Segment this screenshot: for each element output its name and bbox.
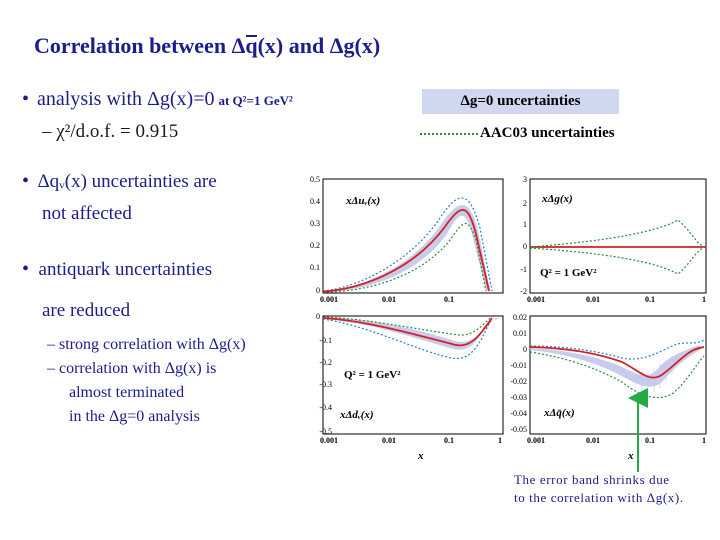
panel-top-left: xΔuᵥ(x) 0.5 0.4 0.3 0.2 0.1 0 0.001 0.01… (310, 175, 504, 304)
bullet-chi2: – χ²/d.o.f. = 0.915 (42, 121, 179, 142)
br-xtick: 0.001 (527, 436, 545, 445)
title-text-pre: Correlation between (34, 33, 232, 58)
title-delta-2: Δ (329, 33, 344, 58)
bl-ytick: -0.1 (319, 336, 332, 345)
br-ytick: 0.01 (513, 329, 527, 338)
br-ytick: -0.01 (510, 361, 527, 370)
br-xtick: 0.1 (645, 436, 655, 445)
subpoint-almost-terminated: almost terminated (69, 384, 185, 401)
tl-ytick: 0.5 (310, 175, 320, 184)
note-line1: The error band shrinks due (514, 472, 670, 487)
legend-dotted-label: AAC03 uncertainties (480, 125, 615, 141)
bullet-qv: • Δqᵥ(x) uncertainties are (22, 170, 217, 193)
tr-xtick: 1 (702, 295, 706, 304)
bullet-antiquark-line2: are reduced (42, 300, 131, 321)
tl-xtick: 0.1 (444, 295, 454, 304)
legend-dotted: AAC03 uncertainties (420, 125, 615, 142)
tr-xtick: 0.1 (645, 295, 655, 304)
tr-ytick: -2 (520, 287, 527, 296)
bullet-dot-icon: • (22, 258, 30, 280)
bullet-analysis-text: analysis with Δg(x)=0 (37, 88, 215, 110)
note-line2: to the correlation with Δg(x). (514, 490, 684, 505)
panel-tl-label: xΔuᵥ(x) (345, 195, 380, 207)
panel-bottom-left: Q² = 1 GeV² xΔdᵥ(x) 0 -0.1 -0.2 -0.3 -0.… (316, 312, 504, 462)
bl-ytick: -0.5 (319, 427, 332, 436)
tr-ytick: 0 (523, 242, 527, 251)
panel-tr-q2: Q² = 1 GeV² (540, 267, 597, 279)
bullet-qv-line2: not affected (42, 203, 132, 224)
bullet-dot-icon: • (22, 170, 30, 192)
tr-ytick: 3 (523, 175, 527, 184)
panel-bottom-right: xΔq̄(x) 0.02 0.01 0 -0.01 -0.02 -0.03 -0… (510, 313, 707, 464)
bullet-analysis: • analysis with Δg(x)=0 at Q²=1 GeV² (22, 88, 293, 111)
annotation-note: The error band shrinks due to the correl… (514, 471, 684, 507)
tl-ytick: 0.3 (310, 219, 320, 228)
br-xlabel: x (627, 450, 634, 462)
tr-ytick: 1 (523, 220, 527, 229)
bullet-antiquark: • antiquark uncertainties (22, 258, 212, 281)
bullet-qv-line1: Δqᵥ(x) uncertainties are (37, 171, 217, 192)
br-ytick: 0 (523, 345, 527, 354)
panel-top-right: xΔg(x) Q² = 1 GeV² 3 2 1 0 -1 -2 0.001 0… (520, 175, 707, 304)
title-text-mid: (x) and (257, 33, 330, 58)
antiquark-subpoints: – strong correlation with Δg(x) – correl… (47, 333, 246, 429)
br-ytick: -0.04 (510, 409, 527, 418)
tl-xtick: 0.001 (320, 295, 338, 304)
title-q: q (245, 33, 258, 58)
tr-ytick: -1 (520, 265, 527, 274)
bullet-analysis-q2: at Q²=1 GeV² (218, 93, 293, 108)
tl-ytick: 0.1 (310, 263, 320, 272)
bullet-dot-icon: • (22, 88, 30, 110)
bl-ytick: -0.3 (319, 380, 332, 389)
bl-ytick: 0 (316, 312, 320, 321)
tr-xtick: 0.001 (527, 295, 545, 304)
tl-ytick: 0.2 (310, 241, 320, 250)
page-title: Correlation between Δq(x) and Δg(x) (34, 33, 380, 59)
subpoint-correlation: – correlation with Δg(x) is (47, 360, 217, 377)
bl-xtick: 0.01 (382, 436, 396, 445)
dotted-line-icon (420, 132, 478, 135)
legend-band: Δg=0 uncertainties (422, 89, 619, 114)
title-text-post: g(x) (343, 33, 381, 58)
panel-br-label: xΔq̄(x) (543, 407, 575, 419)
br-xtick: 0.01 (586, 436, 600, 445)
panel-bl-q2: Q² = 1 GeV² (344, 369, 401, 381)
br-ytick: -0.03 (510, 393, 527, 402)
bl-xlabel: x (417, 450, 424, 462)
tr-ytick: 2 (523, 199, 527, 208)
subpoint-strong-correlation: – strong correlation with Δg(x) (47, 336, 246, 353)
panel-bl-label: xΔdᵥ(x) (339, 409, 374, 421)
bullet-antiquark-line1: antiquark uncertainties (38, 259, 213, 280)
br-ytick: -0.02 (510, 377, 527, 386)
bl-xtick: 0.1 (444, 436, 454, 445)
bl-xtick: 0.001 (320, 436, 338, 445)
tr-xtick: 0.01 (586, 295, 600, 304)
bl-ytick: -0.4 (319, 403, 332, 412)
br-ytick: -0.05 (510, 425, 527, 434)
title-delta-1: Δ (231, 33, 246, 58)
tl-xtick: 0.01 (382, 295, 396, 304)
br-ytick: 0.02 (513, 313, 527, 322)
bl-ytick: -0.2 (319, 358, 332, 367)
tl-ytick: 0 (316, 286, 320, 295)
tl-ytick: 0.4 (310, 197, 320, 206)
arrow-tail (637, 464, 639, 472)
title-qbar: q (245, 33, 257, 59)
bl-xtick: 1 (498, 436, 502, 445)
panel-tr-label: xΔg(x) (541, 193, 573, 205)
subpoint-dg0: in the Δg=0 analysis (69, 408, 200, 425)
plots-figure: xΔuᵥ(x) 0.5 0.4 0.3 0.2 0.1 0 0.001 0.01… (310, 175, 707, 464)
br-xtick: 1 (702, 436, 706, 445)
